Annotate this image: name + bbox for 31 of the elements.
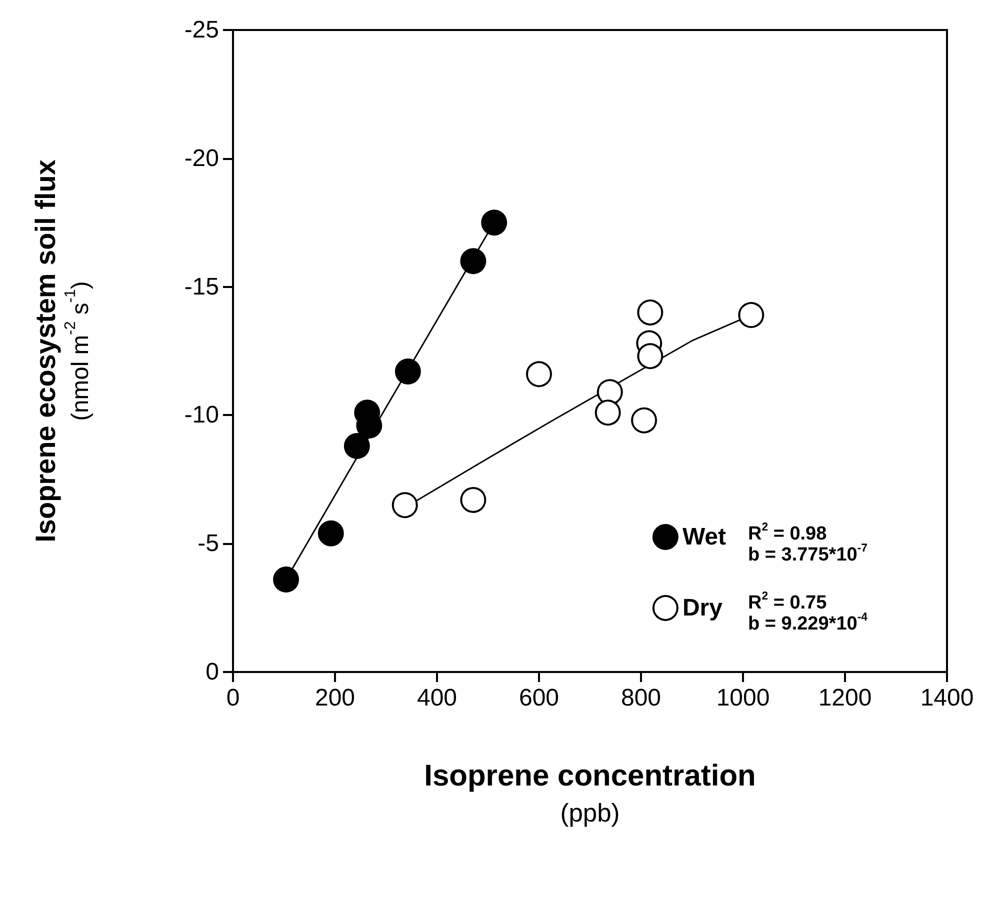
y-tick-label: -5 — [198, 530, 219, 558]
point — [738, 302, 764, 328]
point — [460, 486, 486, 513]
x-tick-label: 200 — [314, 684, 356, 712]
point — [392, 492, 418, 518]
x-tick-label: 400 — [416, 684, 458, 712]
point — [394, 358, 421, 385]
y-tick-label: -20 — [184, 144, 219, 172]
point — [637, 299, 664, 326]
y-tick-label: -25 — [184, 16, 219, 44]
x-tick-label: 800 — [620, 684, 662, 712]
y-tick-label: -15 — [184, 273, 219, 300]
point — [460, 248, 486, 274]
x-tick-label: 1000 — [716, 684, 770, 712]
x-tick-label: 1400 — [920, 684, 974, 712]
x-tick-label: 1200 — [818, 684, 872, 712]
point — [481, 210, 508, 236]
legend-label: Wet — [682, 524, 726, 550]
point — [637, 343, 664, 370]
x-tick-label: 0 — [226, 684, 240, 712]
y-tick-label: -10 — [184, 402, 219, 429]
x-axis-title: Isoprene concentration (ppb) — [424, 759, 756, 828]
legend-label: Dry — [682, 594, 724, 622]
point — [318, 520, 344, 546]
x-tick-label: 600 — [518, 684, 560, 712]
point — [273, 566, 300, 593]
point — [526, 361, 552, 388]
point — [594, 400, 621, 426]
y-tick-label: 0 — [206, 658, 219, 686]
point — [344, 433, 370, 460]
point — [631, 407, 658, 434]
